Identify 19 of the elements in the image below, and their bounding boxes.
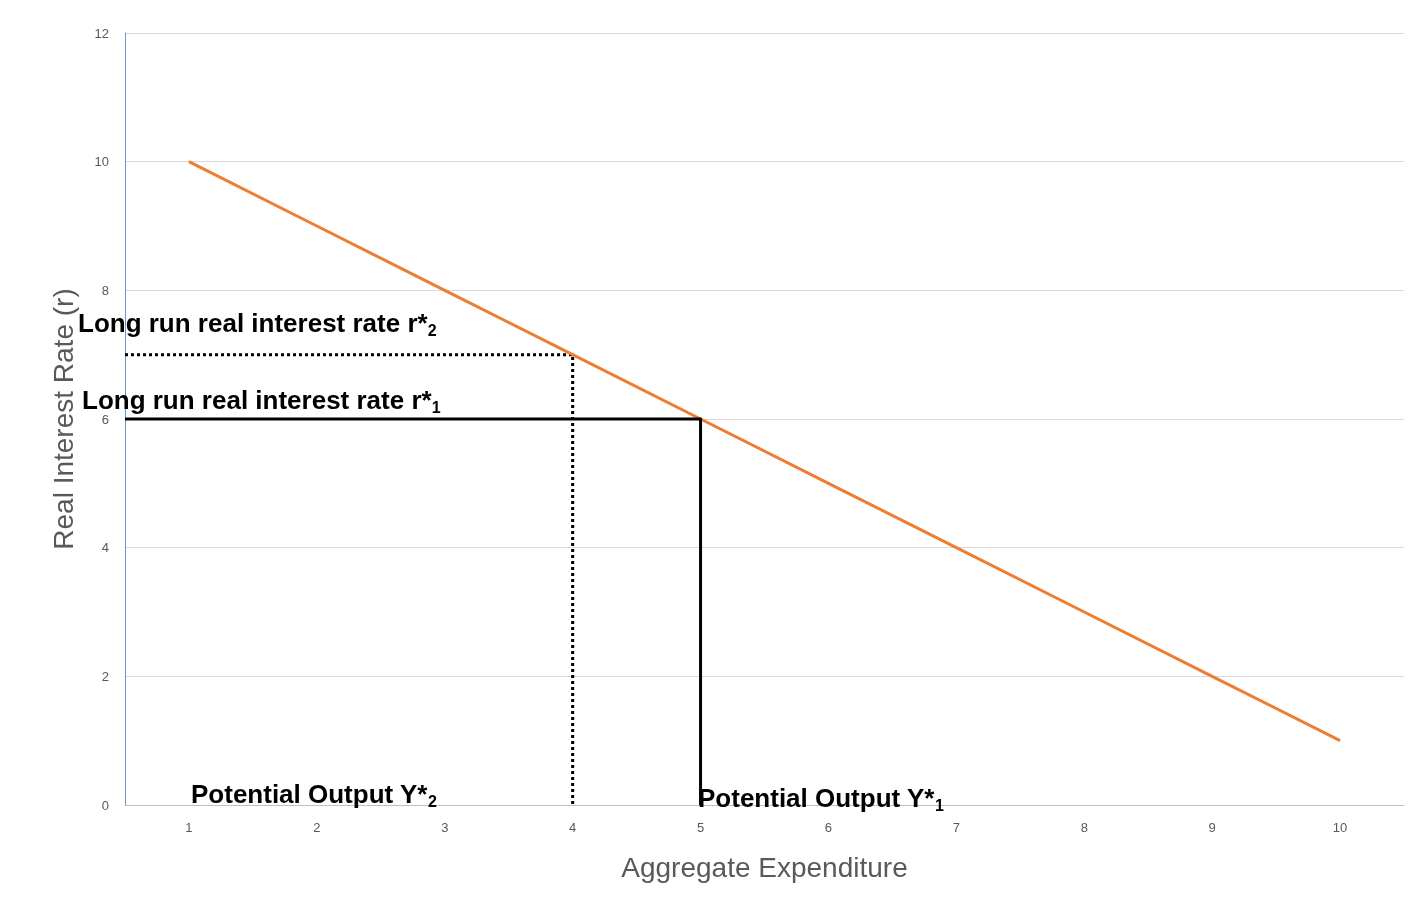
y-tick-label: 4 xyxy=(101,540,109,556)
x-tick-label: 10 xyxy=(1332,820,1348,835)
y-tick-label: 6 xyxy=(101,411,109,427)
y-axis-title: Real Interest Rate (r) xyxy=(47,288,79,550)
x-tick-label: 4 xyxy=(569,820,577,835)
x-tick-label: 6 xyxy=(824,820,833,835)
x-tick-label: 9 xyxy=(1208,820,1216,835)
x-tick-label: 2 xyxy=(313,820,321,835)
x-tick-label: 3 xyxy=(441,820,449,835)
y-tick-label: 10 xyxy=(94,154,109,170)
y-tick-label: 2 xyxy=(101,668,109,684)
x-tick-label: 1 xyxy=(185,820,193,835)
x-tick-label: 7 xyxy=(952,820,960,835)
y-tick-label: 12 xyxy=(94,25,109,41)
x-axis-title: Aggregate Expenditure xyxy=(621,851,908,883)
x-tick-label: 8 xyxy=(1080,820,1088,835)
y-tick-label: 8 xyxy=(101,282,109,298)
x-tick-label: 5 xyxy=(696,820,705,835)
y-tick-label: 0 xyxy=(101,797,109,813)
